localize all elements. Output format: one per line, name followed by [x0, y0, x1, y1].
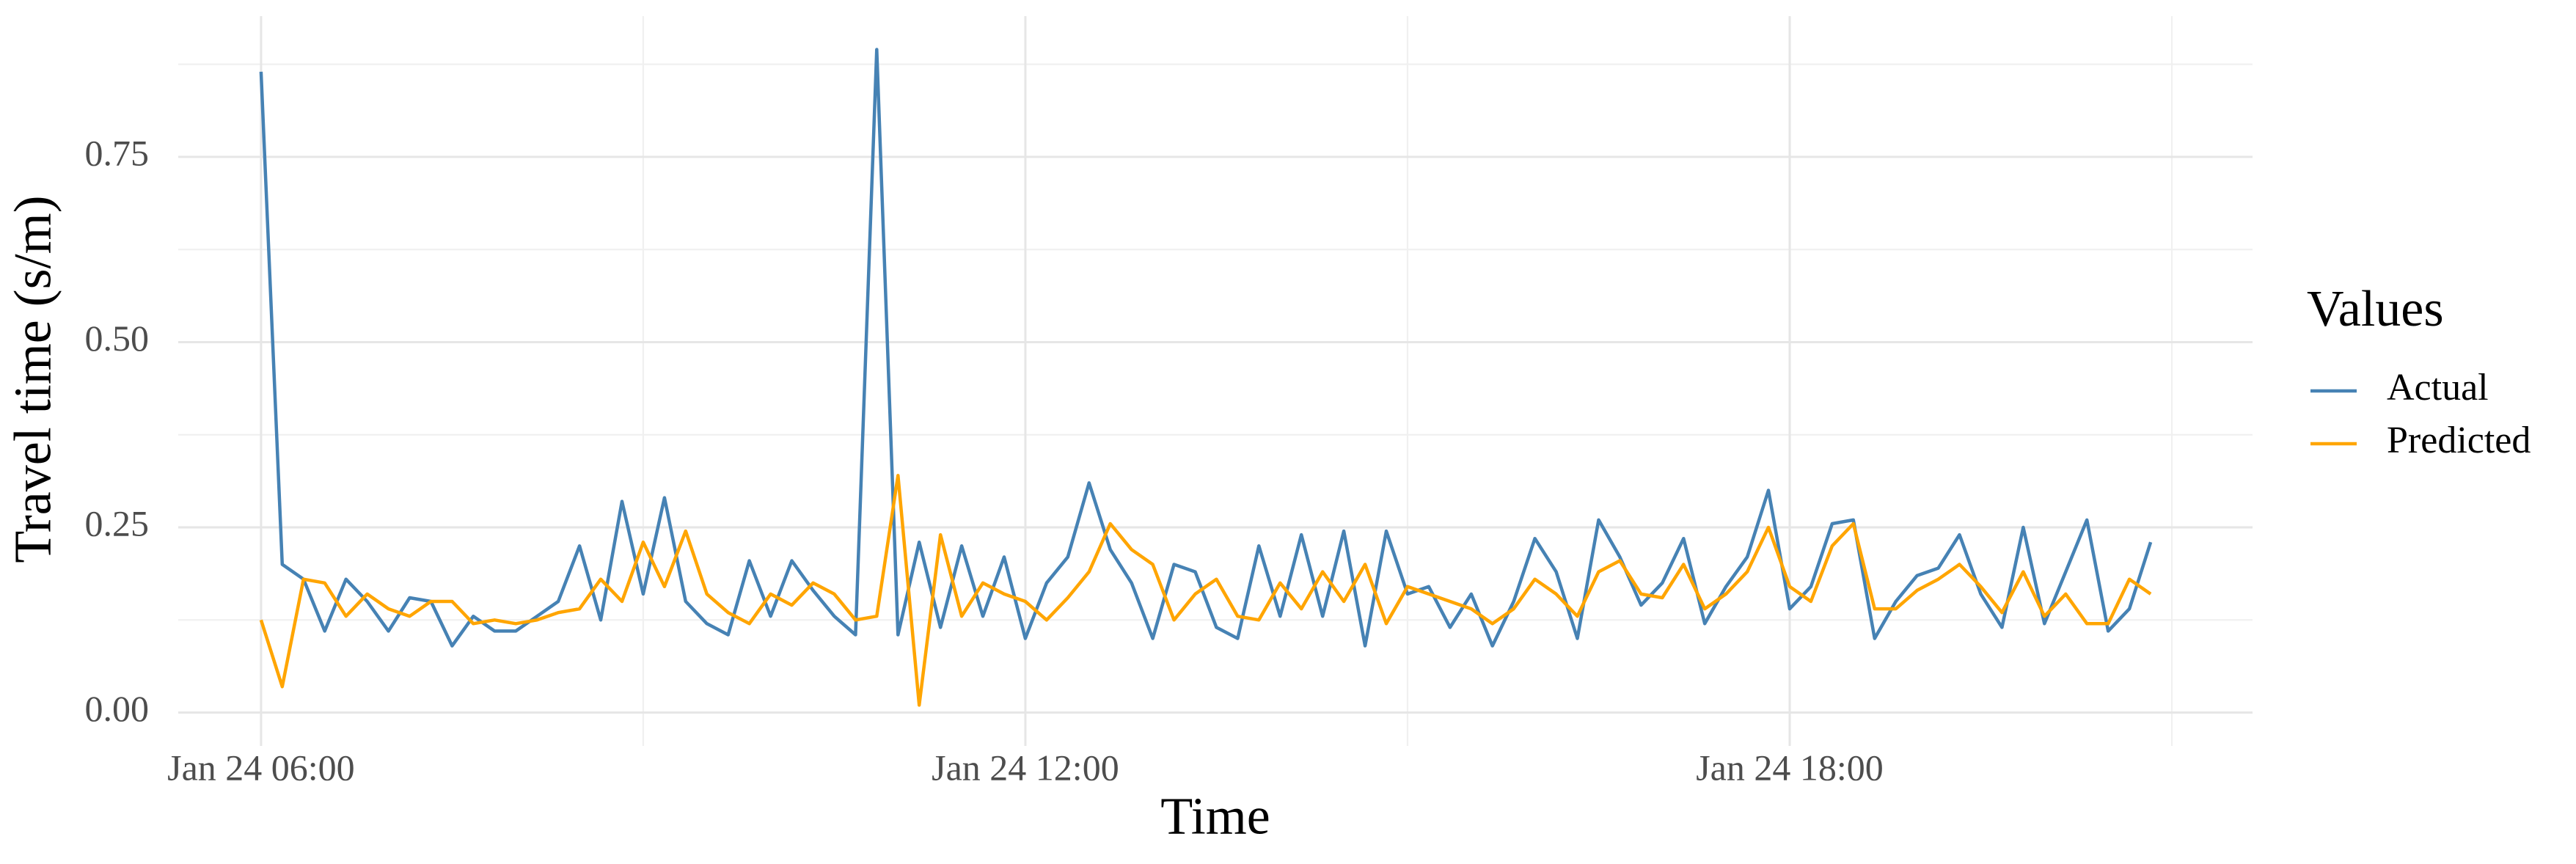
- legend-title: Values: [2307, 281, 2444, 337]
- x-tick-label: Jan 24 12:00: [932, 747, 1119, 788]
- legend-label: Actual: [2387, 367, 2489, 409]
- y-tick-label: 0.50: [85, 318, 150, 359]
- y-axis-title: Travel time (s/m): [4, 195, 62, 563]
- y-tick-label: 0.75: [85, 132, 150, 173]
- x-tick-label: Jan 24 06:00: [167, 747, 355, 788]
- series-line: [259, 48, 2153, 648]
- y-tick-label: 0.00: [85, 688, 150, 729]
- x-tick-label: Jan 24 18:00: [1696, 747, 1884, 788]
- y-tick-label: 0.25: [85, 502, 150, 543]
- x-axis-title: Time: [1160, 787, 1270, 846]
- grid: [178, 16, 2253, 746]
- legend-label: Predicted: [2387, 420, 2531, 461]
- series-line: [259, 474, 2152, 707]
